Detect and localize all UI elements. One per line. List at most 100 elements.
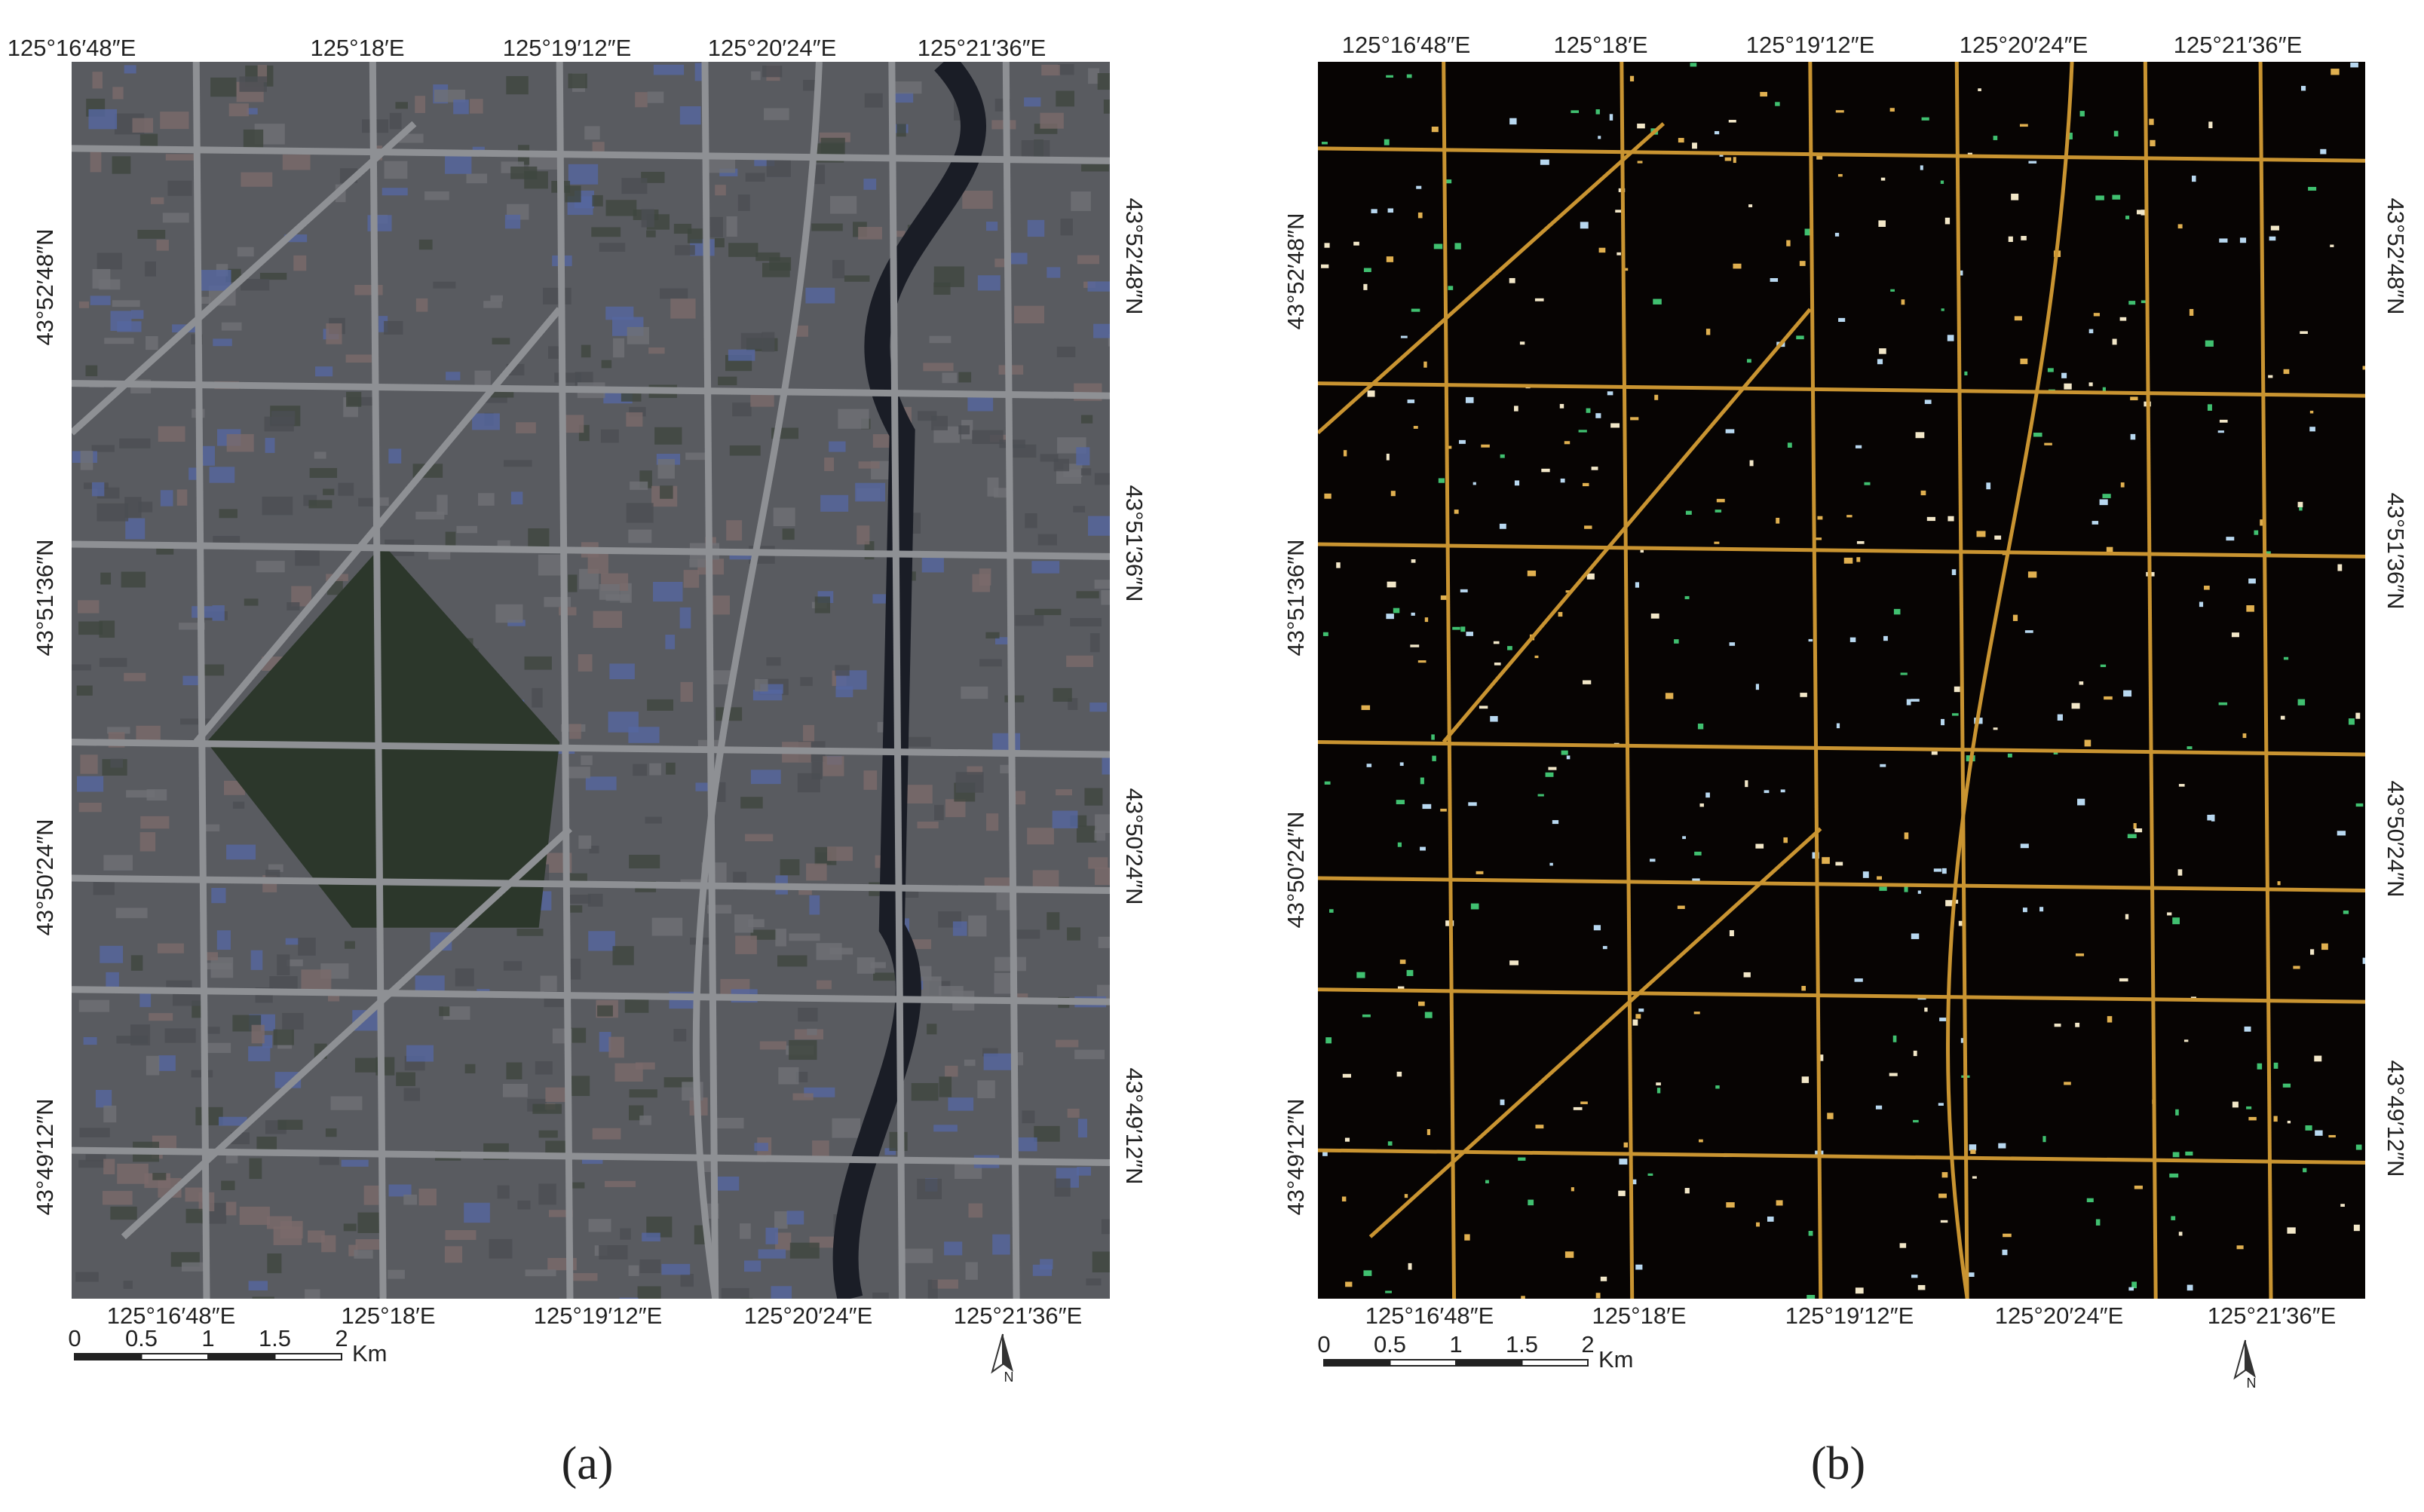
block <box>357 1212 382 1233</box>
block <box>160 112 189 130</box>
block <box>814 164 826 185</box>
light <box>1610 423 1620 428</box>
light <box>1822 857 1830 865</box>
light <box>1976 531 1986 537</box>
light <box>1801 986 1807 991</box>
block <box>626 412 643 427</box>
light <box>1386 256 1394 262</box>
light <box>2232 1101 2239 1108</box>
light <box>2269 236 2276 241</box>
block <box>434 90 466 103</box>
block <box>90 295 111 305</box>
block <box>251 1024 265 1044</box>
block <box>545 1140 568 1154</box>
light <box>2297 699 2306 705</box>
block <box>629 1089 657 1098</box>
light <box>2133 823 2137 829</box>
light <box>2303 1168 2307 1173</box>
block <box>599 243 626 252</box>
light <box>2231 632 2239 638</box>
block <box>968 1203 983 1218</box>
map-image <box>1318 62 2365 1299</box>
block <box>195 1106 223 1125</box>
light <box>1838 317 1846 323</box>
light <box>1424 1012 1433 1018</box>
block <box>1047 267 1061 278</box>
block <box>403 1088 421 1101</box>
block <box>654 427 682 445</box>
light <box>1911 699 1920 702</box>
light <box>2044 442 2052 445</box>
block <box>248 1046 271 1061</box>
light <box>1586 408 1591 413</box>
block <box>994 637 1013 644</box>
light <box>2350 62 2358 68</box>
block <box>758 1249 786 1259</box>
light <box>1775 102 1780 106</box>
left-coordinate: 43°52′48″N <box>1282 213 1309 329</box>
block <box>210 956 234 978</box>
light <box>2280 715 2285 720</box>
block <box>803 724 815 743</box>
light <box>1476 871 1484 874</box>
block <box>820 137 845 156</box>
block <box>239 76 267 92</box>
road <box>1002 62 1020 1299</box>
block <box>814 596 830 614</box>
light <box>1507 646 1512 650</box>
block <box>152 1173 167 1180</box>
block <box>396 1072 415 1086</box>
block <box>568 164 599 185</box>
light <box>1964 371 1968 376</box>
light <box>1509 277 1515 283</box>
light <box>2021 235 2027 240</box>
block <box>737 194 750 211</box>
light <box>1875 1105 1883 1110</box>
block <box>249 1158 262 1180</box>
block <box>588 931 615 951</box>
light <box>2337 564 2343 571</box>
light <box>1580 222 1589 229</box>
light <box>2134 1185 2143 1189</box>
light <box>1564 1251 1574 1258</box>
block <box>554 372 581 383</box>
light <box>2362 366 2365 370</box>
block <box>795 1071 808 1082</box>
light <box>1938 1103 1944 1106</box>
block <box>895 81 922 94</box>
block <box>1088 516 1110 536</box>
block <box>185 1187 204 1202</box>
light <box>1485 1180 1489 1183</box>
block <box>347 396 379 406</box>
block <box>775 929 786 947</box>
light <box>1410 644 1420 647</box>
block <box>308 500 332 509</box>
block <box>917 1178 942 1200</box>
block <box>1067 1108 1080 1118</box>
road <box>1318 987 2365 1004</box>
block <box>309 467 338 479</box>
north-arrow <box>2245 1340 2256 1378</box>
light <box>1417 660 1427 663</box>
block <box>933 426 960 443</box>
light <box>1656 1088 1661 1094</box>
block <box>1015 614 1044 626</box>
light <box>2337 831 2346 836</box>
light <box>2134 828 2143 833</box>
light <box>2355 712 2361 719</box>
light <box>1481 444 1490 448</box>
bottom-coordinate: 125°20′24″E <box>1995 1302 2124 1329</box>
block <box>130 310 144 319</box>
block <box>1092 1251 1110 1273</box>
scale-unit: Km <box>352 1340 388 1367</box>
light <box>1541 468 1550 473</box>
scale-bar-segment <box>1521 1359 1589 1367</box>
light <box>2189 308 2194 316</box>
block <box>140 816 170 829</box>
light <box>1893 608 1901 615</box>
block <box>181 1262 208 1272</box>
block <box>635 92 648 108</box>
block <box>578 835 592 849</box>
light <box>1537 794 1544 797</box>
block <box>732 402 752 417</box>
